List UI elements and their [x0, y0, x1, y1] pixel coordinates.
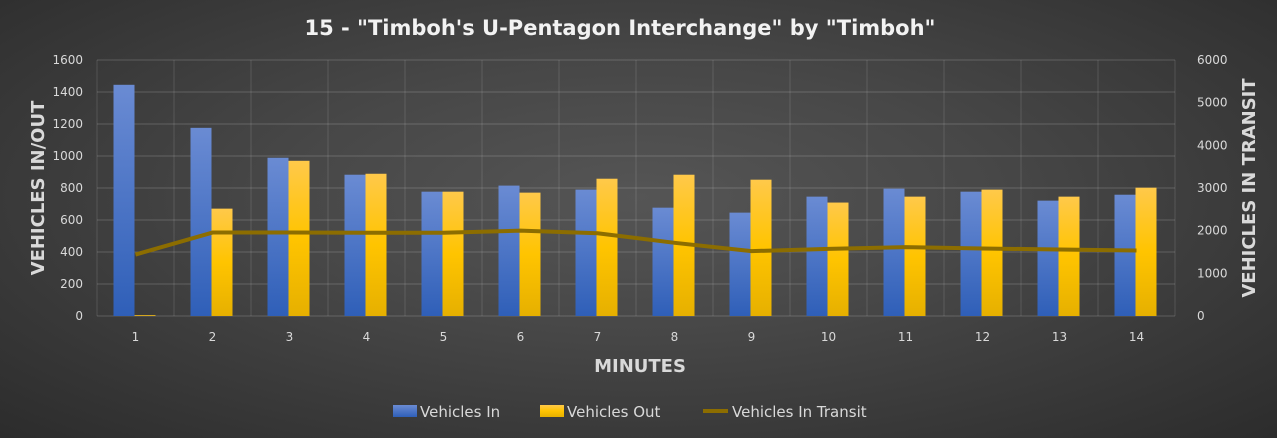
bar-vehicles-in [421, 191, 443, 316]
bar-vehicles-out [596, 178, 618, 316]
bar-vehicles-in [883, 188, 905, 316]
x-tick-label: 3 [286, 330, 294, 344]
left-tick-label: 400 [60, 245, 83, 259]
bar-vehicles-in [960, 191, 982, 316]
left-tick-label: 1600 [52, 53, 83, 67]
right-tick-label: 0 [1197, 309, 1205, 323]
bar-vehicles-out [134, 315, 156, 316]
bar-vehicles-in [806, 196, 828, 316]
legend: Vehicles In Vehicles Out Vehicles In Tra… [393, 403, 867, 421]
legend-swatch-in [393, 405, 417, 417]
left-axis-title: VEHICLES IN/OUT [28, 100, 49, 275]
right-tick-label: 3000 [1197, 181, 1228, 195]
right-tick-label: 4000 [1197, 138, 1228, 152]
left-tick-label: 200 [60, 277, 83, 291]
bar-vehicles-out [904, 196, 926, 316]
bar-vehicles-out [1058, 196, 1080, 316]
x-tick-label: 12 [975, 330, 990, 344]
x-tick-label: 2 [209, 330, 217, 344]
gridlines [96, 59, 1176, 317]
x-tick-label: 7 [594, 330, 602, 344]
bar-vehicles-in [267, 157, 289, 316]
bars [113, 84, 1157, 316]
left-tick-label: 1200 [52, 117, 83, 131]
left-tick-label: 1000 [52, 149, 83, 163]
bar-vehicles-out [442, 191, 464, 316]
bar-vehicles-in [575, 189, 597, 316]
bar-vehicles-in [113, 84, 135, 316]
bar-vehicles-in [344, 174, 366, 316]
right-tick-label: 2000 [1197, 224, 1228, 238]
x-tick-label: 11 [898, 330, 913, 344]
x-axis-title: MINUTES [594, 356, 686, 377]
x-tick-label: 14 [1129, 330, 1144, 344]
legend-label-out: Vehicles Out [567, 403, 661, 421]
bar-vehicles-out [288, 160, 310, 316]
bar-vehicles-in [498, 185, 520, 316]
x-tick-label: 13 [1052, 330, 1067, 344]
x-axis-ticks: 1 2 3 4 5 6 7 8 9 10 11 12 13 14 [132, 330, 1144, 344]
bar-vehicles-in [190, 127, 212, 316]
bar-vehicles-out [750, 179, 772, 316]
x-tick-label: 10 [821, 330, 836, 344]
bar-vehicles-in [1037, 200, 1059, 316]
legend-label-in: Vehicles In [420, 403, 500, 421]
x-tick-label: 6 [517, 330, 525, 344]
bar-vehicles-in [652, 207, 674, 316]
left-tick-label: 0 [75, 309, 83, 323]
bar-vehicles-out [519, 192, 541, 316]
left-tick-label: 600 [60, 213, 83, 227]
bar-vehicles-out [981, 189, 1003, 316]
left-tick-label: 800 [60, 181, 83, 195]
bar-vehicles-out [211, 208, 233, 316]
line-vehicles-in-transit [134, 228, 1137, 257]
bar-vehicles-in [1114, 194, 1136, 316]
x-tick-label: 4 [363, 330, 371, 344]
right-tick-label: 1000 [1197, 266, 1228, 280]
left-axis-ticks: 0 200 400 600 800 1000 1200 1400 1600 [52, 53, 83, 323]
bar-vehicles-out [1135, 187, 1157, 316]
x-tick-label: 8 [671, 330, 679, 344]
x-tick-label: 1 [132, 330, 140, 344]
right-tick-label: 5000 [1197, 96, 1228, 110]
right-axis-ticks: 0 1000 2000 3000 4000 5000 6000 [1197, 53, 1228, 323]
x-tick-label: 9 [748, 330, 756, 344]
right-axis-title: VEHICLES IN TRANSIT [1239, 78, 1260, 298]
x-tick-label: 5 [440, 330, 448, 344]
left-tick-label: 1400 [52, 85, 83, 99]
bar-vehicles-out [365, 173, 387, 316]
legend-label-transit: Vehicles In Transit [732, 403, 867, 421]
bar-vehicles-out [827, 202, 849, 316]
bar-vehicles-in [729, 212, 751, 316]
right-tick-label: 6000 [1197, 53, 1228, 67]
chart-title: 15 - "Timboh's U-Pentagon Interchange" b… [304, 16, 935, 40]
legend-swatch-out [540, 405, 564, 417]
